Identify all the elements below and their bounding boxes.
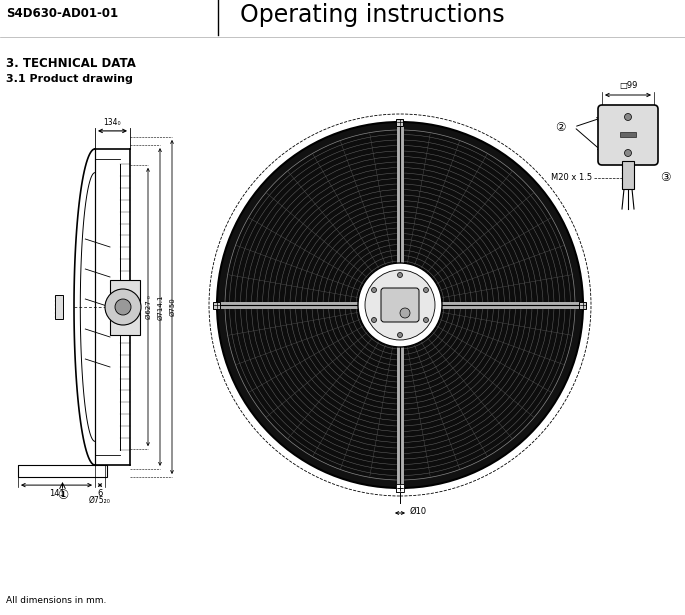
Circle shape: [625, 114, 632, 121]
Text: 3.1 Product drawing: 3.1 Product drawing: [6, 74, 133, 84]
Text: 134₀: 134₀: [103, 118, 121, 127]
Circle shape: [371, 287, 377, 293]
Circle shape: [371, 317, 377, 322]
Circle shape: [400, 308, 410, 318]
Text: S4D630-AD01-01: S4D630-AD01-01: [6, 7, 118, 20]
Text: Ø714.1: Ø714.1: [158, 294, 164, 320]
Circle shape: [217, 122, 583, 488]
Text: Ø750: Ø750: [170, 298, 176, 316]
Bar: [622, 161, 634, 189]
Text: ②: ②: [556, 121, 566, 133]
Text: All dimensions in mm.: All dimensions in mm.: [6, 596, 106, 605]
Circle shape: [397, 272, 403, 277]
Text: 3. TECHNICAL DATA: 3. TECHNICAL DATA: [6, 57, 136, 70]
Bar: [110, 279, 140, 335]
Circle shape: [225, 130, 575, 480]
Bar: [396, 484, 404, 492]
Circle shape: [115, 299, 131, 315]
Circle shape: [358, 263, 442, 347]
Circle shape: [365, 270, 435, 340]
Circle shape: [423, 317, 429, 322]
Bar: [18, 465, 107, 477]
Bar: [397, 485, 403, 491]
Text: Operating instructions: Operating instructions: [240, 3, 505, 27]
Text: ③: ③: [660, 172, 671, 184]
Bar: [55, 295, 63, 319]
Text: Ø75₂₀: Ø75₂₀: [89, 496, 111, 505]
Circle shape: [397, 333, 403, 338]
Circle shape: [105, 289, 141, 325]
Bar: [620, 132, 636, 137]
Bar: [397, 119, 403, 125]
Circle shape: [625, 149, 632, 156]
Circle shape: [423, 287, 429, 293]
FancyBboxPatch shape: [381, 288, 419, 322]
Text: □99: □99: [619, 81, 637, 90]
Text: 6: 6: [97, 489, 103, 498]
Text: M20 x 1.5: M20 x 1.5: [551, 173, 592, 182]
Bar: [580, 301, 586, 309]
Text: Ø627 ₀: Ø627 ₀: [146, 295, 152, 319]
Bar: [214, 301, 221, 309]
Text: Ø10: Ø10: [410, 507, 427, 515]
FancyBboxPatch shape: [598, 105, 658, 165]
Text: ①: ①: [57, 488, 68, 502]
Text: 141: 141: [49, 489, 64, 498]
